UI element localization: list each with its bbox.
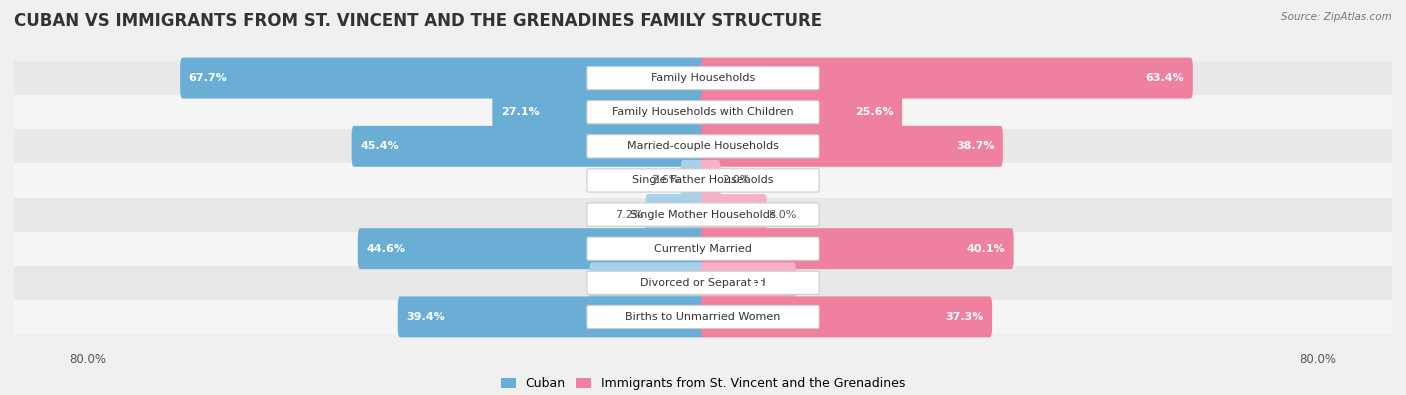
Text: Single Father Households: Single Father Households [633,175,773,185]
Text: 39.4%: 39.4% [406,312,444,322]
FancyBboxPatch shape [586,135,820,158]
FancyBboxPatch shape [586,169,820,192]
Text: 27.1%: 27.1% [501,107,540,117]
Text: 40.1%: 40.1% [966,244,1005,254]
Text: Currently Married: Currently Married [654,244,752,254]
Text: 25.6%: 25.6% [855,107,894,117]
FancyBboxPatch shape [700,262,796,303]
Text: 44.6%: 44.6% [366,244,405,254]
FancyBboxPatch shape [700,160,721,201]
Bar [0,95,1406,129]
FancyBboxPatch shape [352,126,706,167]
Text: Source: ZipAtlas.com: Source: ZipAtlas.com [1281,12,1392,22]
FancyBboxPatch shape [700,92,903,133]
Text: Married-couple Households: Married-couple Households [627,141,779,151]
FancyBboxPatch shape [645,194,706,235]
Text: 8.0%: 8.0% [768,210,797,220]
FancyBboxPatch shape [681,160,706,201]
Bar [0,231,1406,266]
Bar [0,198,1406,231]
Text: Family Households with Children: Family Households with Children [612,107,794,117]
Text: 63.4%: 63.4% [1146,73,1184,83]
Text: 67.7%: 67.7% [188,73,228,83]
FancyBboxPatch shape [586,271,820,294]
Bar [0,129,1406,164]
Text: 2.0%: 2.0% [723,175,751,185]
Text: 14.5%: 14.5% [598,278,637,288]
FancyBboxPatch shape [586,66,820,90]
Bar [0,266,1406,300]
FancyBboxPatch shape [398,296,706,337]
Text: CUBAN VS IMMIGRANTS FROM ST. VINCENT AND THE GRENADINES FAMILY STRUCTURE: CUBAN VS IMMIGRANTS FROM ST. VINCENT AND… [14,12,823,30]
FancyBboxPatch shape [700,58,1192,99]
FancyBboxPatch shape [586,305,820,329]
FancyBboxPatch shape [586,237,820,260]
FancyBboxPatch shape [700,126,1002,167]
Text: 7.2%: 7.2% [616,210,644,220]
Text: Single Mother Households: Single Mother Households [630,210,776,220]
Text: 37.3%: 37.3% [945,312,984,322]
FancyBboxPatch shape [586,203,820,226]
Bar [0,164,1406,198]
FancyBboxPatch shape [586,101,820,124]
Text: 11.8%: 11.8% [749,278,787,288]
Text: 38.7%: 38.7% [956,141,994,151]
Text: Births to Unmarried Women: Births to Unmarried Women [626,312,780,322]
Text: Divorced or Separated: Divorced or Separated [640,278,766,288]
Text: 45.4%: 45.4% [360,141,399,151]
FancyBboxPatch shape [700,228,1014,269]
FancyBboxPatch shape [589,262,706,303]
FancyBboxPatch shape [357,228,706,269]
FancyBboxPatch shape [492,92,706,133]
FancyBboxPatch shape [700,194,766,235]
FancyBboxPatch shape [180,58,706,99]
Text: Family Households: Family Households [651,73,755,83]
Text: 2.6%: 2.6% [651,175,679,185]
Bar [0,61,1406,95]
Legend: Cuban, Immigrants from St. Vincent and the Grenadines: Cuban, Immigrants from St. Vincent and t… [496,372,910,395]
Bar [0,300,1406,334]
FancyBboxPatch shape [700,296,993,337]
